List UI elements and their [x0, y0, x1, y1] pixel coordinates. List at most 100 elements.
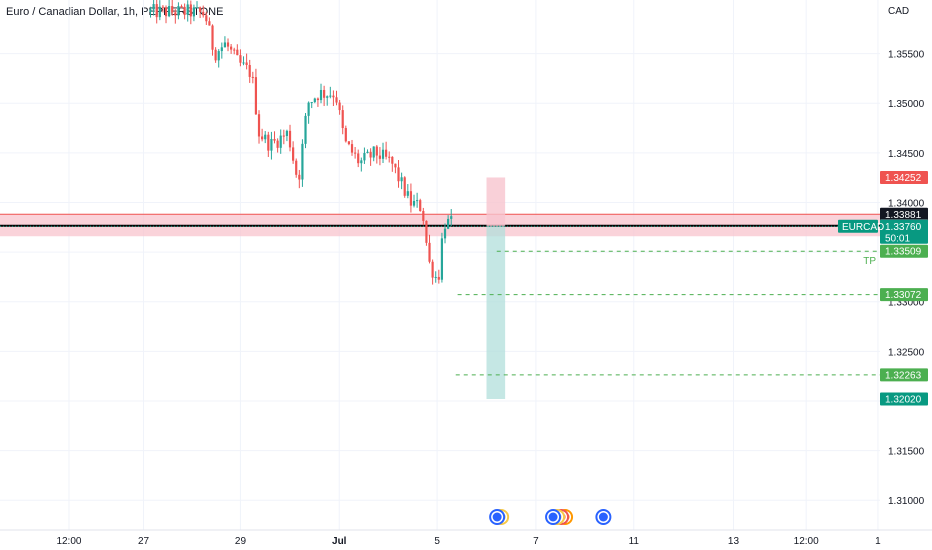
- economic-event-marker[interactable]: [489, 509, 510, 525]
- candle-body: [313, 98, 316, 103]
- candle-body: [347, 141, 351, 145]
- candle: [189, 0, 192, 25]
- event-icon-inner: [598, 512, 608, 522]
- candle-body: [323, 89, 326, 98]
- candle-body: [288, 130, 292, 148]
- candle: [273, 131, 276, 144]
- candle: [450, 209, 453, 227]
- candle-body: [251, 76, 254, 78]
- candle-body: [273, 138, 276, 141]
- candle-body: [431, 261, 434, 278]
- candle: [149, 6, 152, 18]
- candle: [220, 42, 223, 59]
- x-tick-label: 11: [629, 536, 640, 547]
- candle-body: [409, 191, 413, 206]
- candle-body: [394, 163, 397, 168]
- candle: [369, 148, 372, 166]
- candle: [288, 124, 292, 152]
- price-tag-text: 1.33760: [885, 222, 922, 233]
- candle: [372, 146, 375, 162]
- candle: [425, 220, 428, 246]
- candle: [205, 11, 208, 25]
- candle-body: [180, 6, 183, 8]
- candle-body: [230, 46, 233, 50]
- candle: [440, 232, 444, 283]
- candle-body: [220, 47, 223, 52]
- candle-body: [447, 218, 450, 229]
- price-tag-text: 1.32263: [885, 370, 922, 381]
- candle-body: [341, 110, 344, 129]
- y-tick-label: 1.31000: [888, 496, 925, 507]
- candle: [354, 146, 357, 159]
- candle: [152, 0, 155, 16]
- candle-body: [350, 144, 354, 153]
- candle: [174, 9, 177, 24]
- currency-label: CAD: [888, 6, 909, 17]
- candle-body: [211, 25, 214, 50]
- candle: [254, 68, 258, 115]
- candle-body: [267, 134, 270, 151]
- candle: [270, 131, 273, 160]
- candle-body: [183, 6, 186, 15]
- candle: [335, 90, 338, 106]
- candle-body: [261, 136, 264, 140]
- candle-body: [217, 51, 220, 61]
- x-tick-label: Jul: [332, 536, 347, 547]
- candle-body: [270, 138, 273, 151]
- candle: [245, 53, 248, 70]
- candle: [264, 131, 267, 144]
- candle-body: [186, 4, 189, 15]
- y-tick-label: 1.33000: [888, 298, 925, 309]
- candle: [434, 271, 437, 283]
- candle-body: [282, 135, 285, 137]
- candle: [409, 183, 413, 213]
- candle-body: [363, 153, 366, 161]
- candle: [164, 5, 168, 24]
- candle: [295, 158, 298, 178]
- candle-body: [406, 191, 409, 196]
- economic-event-marker[interactable]: [595, 509, 612, 525]
- candle-body: [152, 4, 155, 10]
- candle: [180, 4, 183, 9]
- y-tick-label: 1.34000: [888, 198, 925, 209]
- candle: [257, 110, 261, 144]
- candle-body: [310, 102, 313, 104]
- candle-body: [372, 146, 375, 158]
- candle: [350, 139, 354, 156]
- candle-body: [161, 6, 165, 8]
- candle-body: [360, 160, 363, 164]
- candle: [171, 0, 174, 16]
- candle-body: [416, 200, 419, 202]
- candle: [292, 141, 295, 164]
- y-tick-label: 1.35500: [888, 50, 925, 61]
- candle-body: [354, 152, 357, 154]
- candle-body: [168, 6, 171, 17]
- candle-body: [292, 147, 295, 161]
- candle: [366, 149, 369, 154]
- candle-body: [276, 140, 279, 148]
- countdown-text: 50:01: [885, 233, 910, 244]
- candle-body: [391, 156, 394, 164]
- candle-body: [304, 115, 307, 144]
- candle-body: [319, 89, 323, 101]
- economic-event-marker[interactable]: [545, 509, 574, 525]
- candle-body: [149, 9, 152, 12]
- candle: [226, 38, 230, 52]
- candle: [183, 3, 186, 20]
- candle: [177, 2, 180, 20]
- candle: [406, 184, 409, 199]
- candle-body: [233, 49, 236, 51]
- candle-body: [428, 242, 431, 262]
- candle-body: [403, 177, 406, 196]
- candle: [326, 95, 329, 106]
- candle: [233, 47, 236, 55]
- candle-body: [254, 77, 258, 115]
- candle-body: [208, 21, 211, 26]
- candle: [313, 97, 316, 104]
- candle-body: [316, 98, 320, 101]
- candle: [310, 101, 313, 109]
- candle-body: [164, 7, 168, 17]
- candle: [375, 144, 378, 164]
- candle: [400, 172, 403, 190]
